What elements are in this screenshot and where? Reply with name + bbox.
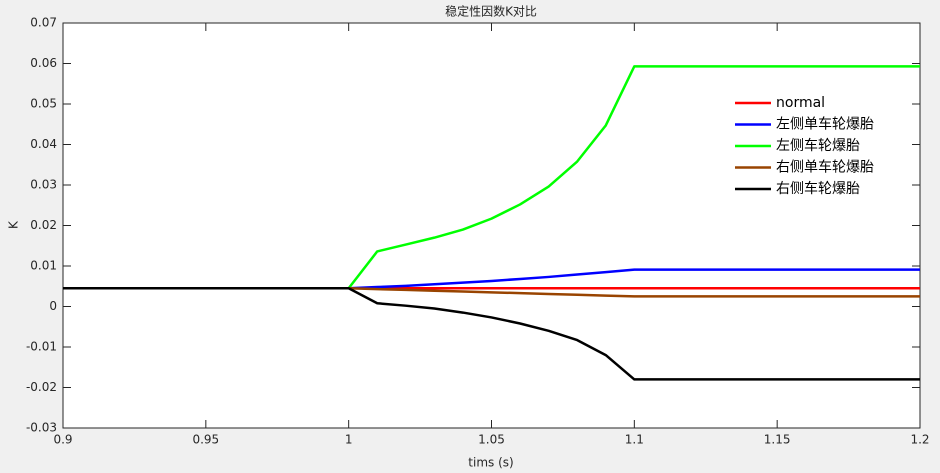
x-tick-label: 1.2 — [910, 433, 929, 447]
y-tick-label: 0.04 — [30, 137, 57, 151]
legend-label: 右侧单车轮爆胎 — [776, 159, 874, 176]
series-line — [63, 65, 920, 290]
chart-title: 稳定性因数K对比 — [445, 4, 537, 19]
y-axis-label: K — [7, 220, 21, 229]
x-tick-label: 1.1 — [625, 433, 644, 447]
x-axis-label: tims (s) — [468, 456, 513, 470]
y-tick-label: 0.02 — [30, 218, 57, 232]
legend-label: 左侧车轮爆胎 — [776, 137, 860, 154]
y-tick-label: -0.03 — [26, 421, 57, 435]
y-tick-label: 0.01 — [30, 259, 57, 273]
x-tick-label: 1.15 — [764, 433, 791, 447]
y-tick-label: 0.05 — [30, 97, 57, 111]
x-tick-label: 0.9 — [53, 433, 72, 447]
y-tick-label: 0.06 — [30, 56, 57, 70]
legend-label: 右侧车轮爆胎 — [776, 180, 860, 197]
x-tick-label: 1 — [345, 433, 353, 447]
series-line — [63, 268, 920, 290]
plot-area — [62, 22, 921, 429]
legend-label: 左侧单车轮爆胎 — [776, 116, 874, 133]
y-tick-label: 0.07 — [30, 16, 57, 30]
legend-label: normal — [776, 95, 825, 111]
y-tick-label: 0.03 — [30, 178, 57, 192]
series-line — [63, 287, 920, 298]
x-tick-label: 1.05 — [478, 433, 505, 447]
series-line — [63, 287, 920, 381]
x-tick-label: 0.95 — [192, 433, 219, 447]
y-tick-label: -0.01 — [26, 340, 57, 354]
y-tick-label: -0.02 — [26, 380, 57, 394]
y-tick-label: 0 — [49, 299, 57, 313]
